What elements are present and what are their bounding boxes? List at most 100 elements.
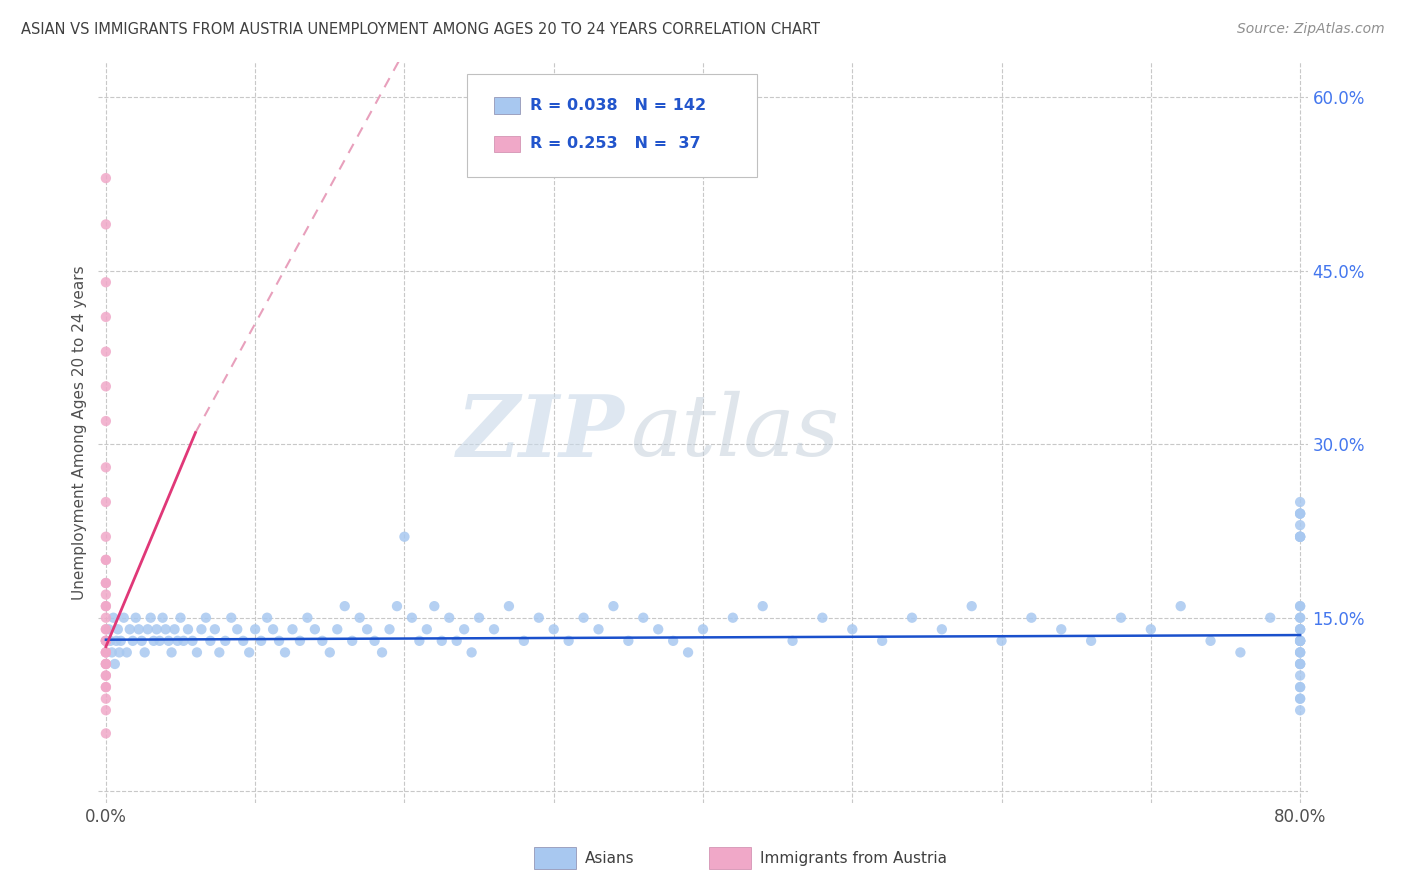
Point [460, 645, 482, 659]
Point [134, 645, 156, 659]
Point [304, 622, 326, 636]
Point [1289, 622, 1312, 636]
Point [226, 622, 249, 636]
Text: atlas: atlas [630, 392, 839, 474]
Point [326, 622, 349, 636]
Text: ASIAN VS IMMIGRANTS FROM AUSTRIA UNEMPLOYMENT AMONG AGES 20 TO 24 YEARS CORRELAT: ASIAN VS IMMIGRANTS FROM AUSTRIA UNEMPLO… [21, 22, 820, 37]
Point [1289, 657, 1312, 671]
Point [190, 622, 212, 636]
Point [439, 611, 461, 625]
Point [1289, 518, 1312, 533]
Point [1080, 633, 1102, 648]
Point [901, 611, 924, 625]
Point [782, 633, 804, 648]
Point [356, 622, 378, 636]
Point [1109, 611, 1132, 625]
Point [960, 599, 983, 614]
Point [482, 622, 505, 636]
Point [1229, 645, 1251, 659]
Point [267, 633, 290, 648]
Point [1289, 633, 1312, 648]
Point [94, 633, 117, 648]
Point [1289, 645, 1312, 659]
Point [1289, 530, 1312, 544]
Point [94, 495, 117, 509]
Point [662, 633, 685, 648]
Point [94, 310, 117, 324]
Point [94, 645, 117, 659]
Point [1289, 633, 1312, 648]
Text: R = 0.253   N =  37: R = 0.253 N = 37 [530, 136, 700, 152]
Point [94, 703, 117, 717]
Point [870, 633, 893, 648]
Point [1289, 645, 1312, 659]
Point [94, 657, 117, 671]
Point [1289, 668, 1312, 682]
Point [243, 622, 266, 636]
Point [430, 633, 453, 648]
Point [155, 622, 177, 636]
Point [1289, 507, 1312, 521]
Point [125, 611, 148, 625]
Point [131, 633, 153, 648]
Point [1289, 680, 1312, 694]
Point [288, 633, 311, 648]
Point [1289, 691, 1312, 706]
Point [1289, 633, 1312, 648]
Point [163, 622, 186, 636]
Point [1289, 599, 1312, 614]
Point [446, 633, 468, 648]
FancyBboxPatch shape [709, 847, 751, 870]
Point [1289, 645, 1312, 659]
Point [1199, 633, 1222, 648]
Point [173, 633, 195, 648]
Point [157, 633, 180, 648]
Point [1170, 599, 1192, 614]
Point [423, 599, 446, 614]
Point [232, 633, 254, 648]
Point [1289, 530, 1312, 544]
Point [94, 668, 117, 682]
Point [256, 611, 278, 625]
Text: Asians: Asians [585, 851, 634, 866]
Point [692, 622, 714, 636]
Point [94, 530, 117, 544]
Point [602, 599, 624, 614]
Point [219, 611, 242, 625]
Point [401, 611, 423, 625]
Point [721, 611, 744, 625]
Point [1289, 703, 1312, 717]
Point [208, 645, 231, 659]
Point [118, 622, 141, 636]
Point [931, 622, 953, 636]
Point [94, 218, 117, 232]
Point [177, 622, 200, 636]
Point [633, 611, 655, 625]
Point [136, 622, 159, 636]
Point [363, 633, 385, 648]
Point [394, 530, 416, 544]
Point [811, 611, 834, 625]
Point [498, 599, 520, 614]
Point [1289, 657, 1312, 671]
Point [453, 622, 475, 636]
Point [94, 622, 117, 636]
Point [181, 633, 204, 648]
Point [468, 611, 491, 625]
Point [152, 611, 174, 625]
Point [1140, 622, 1163, 636]
Point [128, 622, 150, 636]
Point [1289, 611, 1312, 625]
Point [160, 645, 183, 659]
Point [385, 599, 408, 614]
Point [121, 633, 143, 648]
Y-axis label: Unemployment Among Ages 20 to 24 years: Unemployment Among Ages 20 to 24 years [72, 265, 87, 600]
FancyBboxPatch shape [494, 97, 520, 113]
Point [676, 645, 699, 659]
Point [107, 622, 129, 636]
Point [751, 599, 773, 614]
Point [94, 553, 117, 567]
Point [311, 633, 333, 648]
Point [142, 633, 165, 648]
Point [94, 657, 117, 671]
